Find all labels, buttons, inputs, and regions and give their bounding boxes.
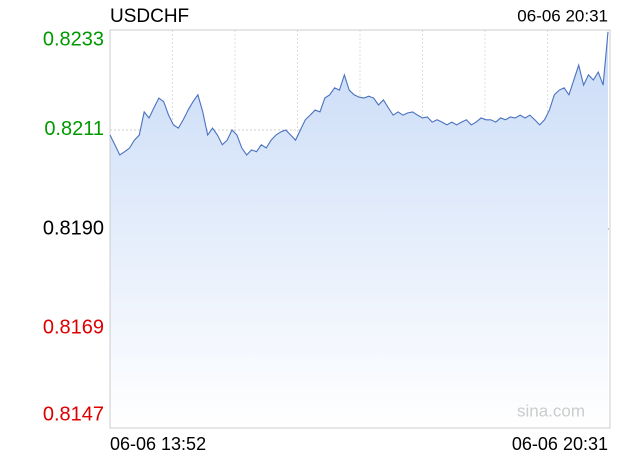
watermark: sina.com <box>517 401 585 420</box>
y-tick-label: 0.8147 <box>43 403 104 425</box>
area <box>110 31 608 428</box>
timestamp: 06-06 20:31 <box>517 6 608 25</box>
x-tick-label: 06-06 13:52 <box>110 434 206 454</box>
chart-title: USDCHF <box>110 6 189 27</box>
y-tick-label: 0.8211 <box>44 118 104 140</box>
x-tick-label: 06-06 20:31 <box>512 434 608 454</box>
price-line <box>109 31 609 156</box>
y-tick-label: 0.8233 <box>43 28 104 50</box>
plot-frame <box>109 29 611 429</box>
y-tick-label: 0.8169 <box>43 316 104 338</box>
y-tick-label: 0.8190 <box>43 217 104 239</box>
